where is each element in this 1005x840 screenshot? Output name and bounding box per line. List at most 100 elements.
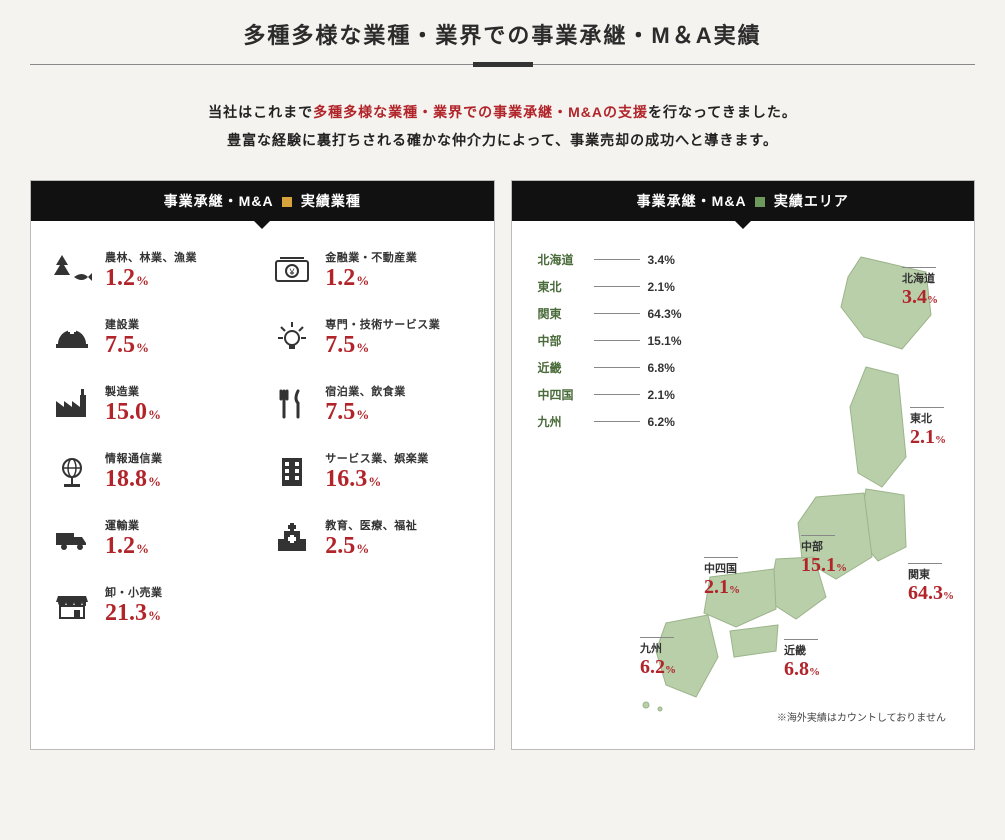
japan-map: 北海道 3.4% 東北 2.1% 中部 15.1% 関東 64.3% 中四国 2.1% 近畿 6.8%… [626, 237, 956, 717]
header-pointer-icon [735, 221, 751, 229]
industry-value: 2.5% [325, 533, 417, 560]
forest-fish-icon [51, 250, 93, 292]
industries-panel: 事業承継・M&A 実績業種 農林、林業、漁業1.2%金融業・不動産業1.2%建設… [30, 180, 495, 750]
callout-bar-icon [902, 267, 936, 268]
industries-header-post: 実績業種 [301, 193, 361, 209]
industry-label: サービス業、娯楽業 [325, 450, 429, 466]
industry-item: 運輸業1.2% [51, 517, 253, 560]
callout-name: 九州 [640, 640, 676, 656]
industry-value: 16.3% [325, 466, 429, 493]
panels-row: 事業承継・M&A 実績業種 農林、林業、漁業1.2%金融業・不動産業1.2%建設… [30, 180, 975, 750]
callout-name: 北海道 [902, 270, 938, 286]
truck-icon [51, 518, 93, 560]
industries-header-pre: 事業承継・M&A [164, 193, 273, 209]
industry-label: 専門・技術サービス業 [325, 316, 440, 332]
industry-label: 農林、林業、漁業 [105, 249, 197, 265]
map-callout: 中四国 2.1% [704, 557, 740, 599]
industry-value: 7.5% [105, 332, 149, 359]
square-green-icon [755, 197, 765, 207]
map-callout: 北海道 3.4% [902, 267, 938, 309]
industry-value: 1.2% [105, 265, 197, 292]
industries-header: 事業承継・M&A 実績業種 [31, 181, 494, 221]
industry-item: 卸・小売業21.3% [51, 584, 253, 627]
map-callout: 九州 6.2% [640, 637, 676, 679]
callout-value: 64.3% [908, 590, 954, 602]
callout-bar-icon [784, 639, 818, 640]
callout-bar-icon [704, 557, 738, 558]
shop-icon [51, 585, 93, 627]
area-name: 近畿 [538, 359, 586, 376]
industry-item: 情報通信業18.8% [51, 450, 253, 493]
industry-item: 宿泊業、飲食業7.5% [271, 383, 473, 426]
industry-item: 製造業15.0% [51, 383, 253, 426]
areas-header-post: 実績エリア [774, 193, 849, 209]
areas-panel: 事業承継・M&A 実績エリア 北海道 3.4% 東北 2.1% 関東 64.3% 中部 15.… [511, 180, 976, 750]
industry-item: 金融業・不動産業1.2% [271, 249, 473, 292]
areas-footnote: ※海外実績はカウントしておりません [777, 709, 946, 724]
building-icon [271, 451, 313, 493]
industry-label: 製造業 [105, 383, 161, 399]
callout-name: 近畿 [784, 642, 820, 658]
industry-value: 18.8% [105, 466, 163, 493]
callout-name: 東北 [910, 410, 946, 426]
map-callout: 近畿 6.8% [784, 639, 820, 681]
callout-name: 中四国 [704, 560, 740, 576]
callout-bar-icon [801, 535, 835, 536]
header-pointer-icon [254, 221, 270, 229]
square-orange-icon [282, 197, 292, 207]
callout-name: 関東 [908, 566, 954, 582]
lead-pre: 当社はこれまで [208, 104, 313, 120]
area-name: 九州 [538, 413, 586, 430]
title-rule-accent [473, 62, 533, 67]
callout-value: 6.2% [640, 664, 676, 676]
map-callout: 東北 2.1% [910, 407, 946, 449]
area-name: 東北 [538, 278, 586, 295]
page-title: 多種多様な業種・業界での事業承継・M＆A実績 [30, 18, 975, 50]
industries-grid: 農林、林業、漁業1.2%金融業・不動産業1.2%建設業7.5%専門・技術サービス… [45, 229, 480, 627]
callout-value: 2.1% [910, 434, 946, 446]
lightbulb-icon [271, 317, 313, 359]
industry-item: 専門・技術サービス業7.5% [271, 316, 473, 359]
area-name: 中四国 [538, 386, 586, 403]
industry-value: 1.2% [105, 533, 149, 560]
map-callout: 中部 15.1% [801, 535, 847, 577]
industry-label: 金融業・不動産業 [325, 249, 417, 265]
area-name: 関東 [538, 305, 586, 322]
callout-value: 2.1% [704, 584, 740, 596]
callout-name: 中部 [801, 538, 847, 554]
callout-bar-icon [910, 407, 944, 408]
areas-header: 事業承継・M&A 実績エリア [512, 181, 975, 221]
industry-value: 15.0% [105, 399, 161, 426]
lead-post: を行なってきました。 [648, 104, 797, 120]
factory-icon [51, 384, 93, 426]
lead-text: 当社はこれまで多種多様な業種・業界での事業承継・M&Aの支援を行なってきました。… [30, 98, 975, 154]
industry-value: 21.3% [105, 600, 163, 627]
industry-value: 7.5% [325, 399, 406, 426]
yen-card-icon [271, 250, 313, 292]
industry-label: 教育、医療、福祉 [325, 517, 417, 533]
map-callout: 関東 64.3% [908, 563, 954, 605]
areas-header-pre: 事業承継・M&A [637, 193, 746, 209]
industry-label: 建設業 [105, 316, 149, 332]
industry-item: 農林、林業、漁業1.2% [51, 249, 253, 292]
hospital-icon [271, 518, 313, 560]
industry-item: サービス業、娯楽業16.3% [271, 450, 473, 493]
title-rule [30, 64, 975, 74]
industry-item: 教育、医療、福祉2.5% [271, 517, 473, 560]
callout-bar-icon [640, 637, 674, 638]
areas-body: 北海道 3.4% 東北 2.1% 関東 64.3% 中部 15.1% 近畿 6.8% 中四国 2.1%… [526, 229, 961, 734]
industry-label: 宿泊業、飲食業 [325, 383, 406, 399]
lead-em: 多種多様な業種・業界での事業承継・M&Aの支援 [313, 104, 648, 120]
industry-label: 情報通信業 [105, 450, 163, 466]
industry-label: 卸・小売業 [105, 584, 163, 600]
industry-item: 建設業7.5% [51, 316, 253, 359]
area-name: 中部 [538, 332, 586, 349]
callout-value: 15.1% [801, 562, 847, 574]
industry-value: 7.5% [325, 332, 440, 359]
industry-label: 運輸業 [105, 517, 149, 533]
area-name: 北海道 [538, 251, 586, 268]
callout-bar-icon [908, 563, 942, 564]
hardhat-icon [51, 317, 93, 359]
callout-value: 3.4% [902, 294, 938, 306]
callout-value: 6.8% [784, 666, 820, 678]
